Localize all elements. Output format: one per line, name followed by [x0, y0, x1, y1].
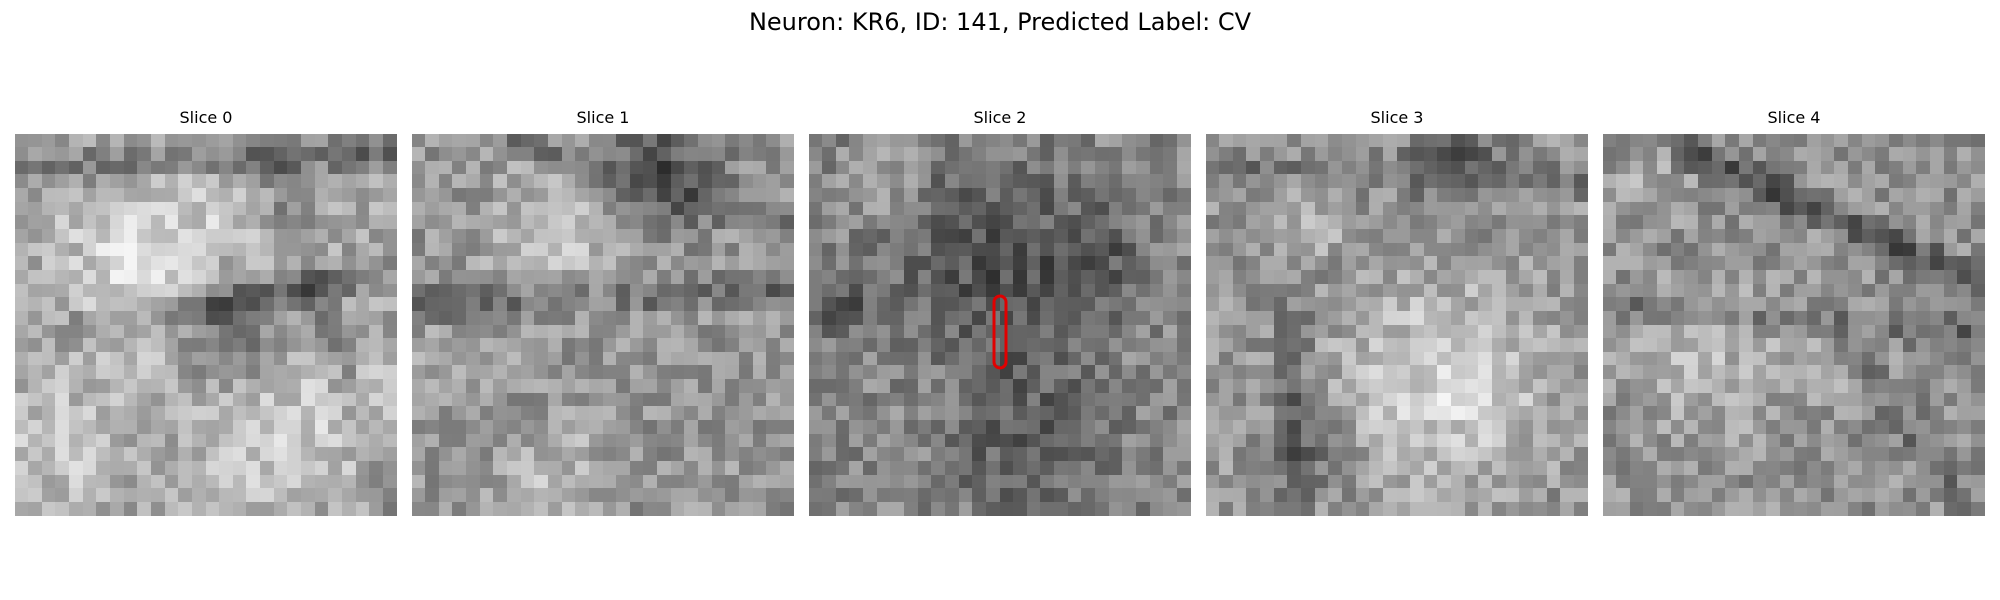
roi-outline [992, 294, 1008, 370]
panel-title-slice-4: Slice 4 [1767, 108, 1821, 127]
panel-title-slice-3: Slice 3 [1370, 108, 1424, 127]
slice-0-image [15, 134, 397, 516]
panel-title-slice-2: Slice 2 [973, 108, 1027, 127]
slice-1-image [412, 134, 794, 516]
panel-title-slice-0: Slice 0 [179, 108, 233, 127]
slice-2-image [809, 134, 1191, 516]
roi-overlay [992, 294, 1008, 370]
slice-3-image [1206, 134, 1588, 516]
figure-title: Neuron: KR6, ID: 141, Predicted Label: C… [748, 8, 1252, 36]
panel-title-slice-1: Slice 1 [576, 108, 630, 127]
slice-4-image [1603, 134, 1985, 516]
